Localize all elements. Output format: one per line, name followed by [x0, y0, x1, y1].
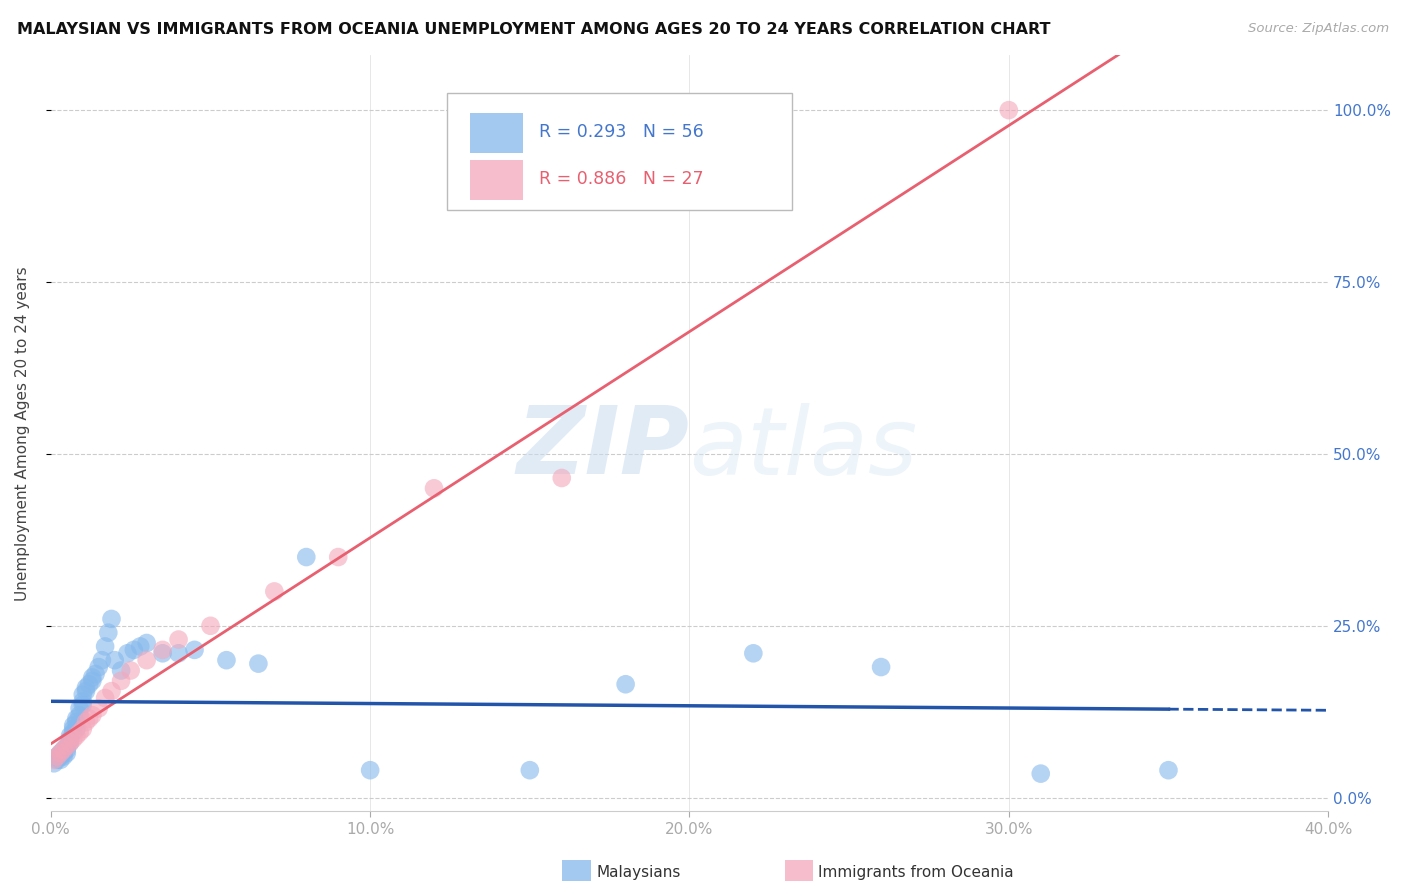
Point [65, 729, 87, 743]
Point [75, 684, 97, 698]
Point [82, 673, 104, 688]
FancyBboxPatch shape [447, 93, 792, 211]
Point [998, 103, 1021, 117]
Point [62, 725, 84, 739]
Point [49, 746, 72, 760]
Point [52, 746, 75, 760]
Point [65, 714, 87, 729]
Point [100, 684, 122, 698]
Text: R = 0.293   N = 56: R = 0.293 N = 56 [538, 122, 703, 141]
Point [870, 660, 893, 674]
Bar [470, 161, 523, 200]
Point [56, 739, 79, 753]
Point [49, 749, 72, 764]
Text: Source: ZipAtlas.com: Source: ZipAtlas.com [1249, 22, 1389, 36]
Point [77, 677, 100, 691]
Point [215, 653, 238, 667]
Point [52, 749, 75, 764]
Point [72, 694, 94, 708]
Point [97, 625, 120, 640]
Point [551, 471, 574, 485]
Point [423, 481, 446, 495]
Point [328, 549, 350, 564]
Point [49, 746, 72, 760]
Point [52, 742, 75, 756]
Text: R = 0.886   N = 27: R = 0.886 N = 27 [538, 169, 703, 187]
Text: ZIP: ZIP [516, 402, 689, 494]
Point [614, 677, 637, 691]
Point [72, 722, 94, 736]
Point [62, 722, 84, 736]
Point [87, 701, 110, 715]
Point [42, 756, 65, 771]
Point [100, 612, 122, 626]
Point [94, 691, 117, 706]
Text: MALAYSIAN VS IMMIGRANTS FROM OCEANIA UNEMPLOYMENT AMONG AGES 20 TO 24 YEARS CORR: MALAYSIAN VS IMMIGRANTS FROM OCEANIA UNE… [17, 22, 1050, 37]
Point [359, 763, 381, 777]
Point [49, 753, 72, 767]
Point [46, 749, 69, 764]
Point [75, 714, 97, 729]
Point [69, 701, 91, 715]
Point [56, 739, 79, 753]
Point [56, 742, 79, 756]
Point [200, 619, 222, 633]
Point [167, 632, 190, 647]
Point [82, 708, 104, 723]
Point [1029, 766, 1052, 780]
Point [65, 722, 87, 736]
Point [46, 753, 69, 767]
Point [135, 653, 157, 667]
Point [295, 549, 318, 564]
Point [122, 643, 145, 657]
Point [46, 749, 69, 764]
Y-axis label: Unemployment Among Ages 20 to 24 years: Unemployment Among Ages 20 to 24 years [15, 266, 30, 600]
Point [152, 646, 174, 660]
Point [59, 732, 82, 747]
Point [52, 742, 75, 756]
Point [42, 753, 65, 767]
Point [742, 646, 765, 660]
Text: Immigrants from Oceania: Immigrants from Oceania [818, 865, 1014, 880]
Point [82, 670, 104, 684]
Point [152, 643, 174, 657]
Point [104, 653, 127, 667]
Point [69, 725, 91, 739]
Point [59, 729, 82, 743]
Point [62, 718, 84, 732]
Text: atlas: atlas [689, 403, 918, 494]
Point [247, 657, 270, 671]
Point [519, 763, 541, 777]
Point [110, 673, 132, 688]
Point [94, 640, 117, 654]
Point [56, 746, 79, 760]
Point [75, 681, 97, 695]
Point [62, 732, 84, 747]
Point [120, 664, 142, 678]
Point [135, 636, 157, 650]
Point [129, 640, 152, 654]
Point [59, 736, 82, 750]
Point [69, 708, 91, 723]
Point [1157, 763, 1180, 777]
Point [72, 688, 94, 702]
Point [77, 712, 100, 726]
Point [110, 664, 132, 678]
Point [84, 667, 107, 681]
Point [117, 646, 139, 660]
Point [72, 698, 94, 712]
Text: Malaysians: Malaysians [596, 865, 681, 880]
Point [167, 646, 190, 660]
Point [87, 660, 110, 674]
Point [183, 643, 205, 657]
Point [90, 653, 112, 667]
Bar [470, 113, 523, 153]
Point [65, 712, 87, 726]
Point [263, 584, 285, 599]
Point [59, 736, 82, 750]
